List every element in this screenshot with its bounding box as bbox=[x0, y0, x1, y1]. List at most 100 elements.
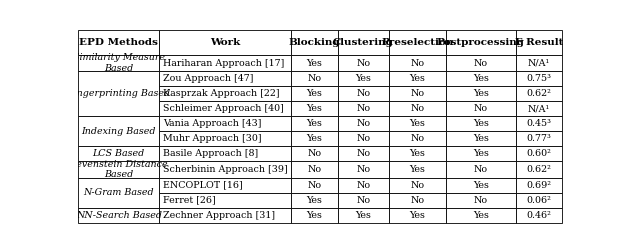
Bar bbox=[338, 208, 389, 222]
Text: N-Gram Based: N-Gram Based bbox=[84, 188, 154, 197]
Bar bbox=[446, 146, 516, 161]
Text: No: No bbox=[410, 104, 424, 113]
Text: No: No bbox=[410, 89, 424, 98]
Text: Yes: Yes bbox=[409, 210, 425, 220]
Bar bbox=[78, 161, 159, 178]
Bar bbox=[159, 161, 291, 178]
Bar bbox=[389, 208, 446, 222]
Bar bbox=[516, 86, 562, 101]
Text: 0.69²: 0.69² bbox=[527, 180, 552, 190]
Text: No: No bbox=[410, 196, 424, 204]
Text: Yes: Yes bbox=[356, 74, 371, 83]
Text: No: No bbox=[356, 89, 371, 98]
Text: Work: Work bbox=[210, 38, 241, 47]
Bar bbox=[516, 55, 562, 71]
Text: Indexing Based: Indexing Based bbox=[81, 127, 156, 136]
Bar bbox=[159, 55, 291, 71]
Text: No: No bbox=[308, 180, 322, 190]
Bar bbox=[78, 55, 159, 71]
Text: No: No bbox=[308, 149, 322, 158]
Text: Yes: Yes bbox=[472, 89, 489, 98]
Text: Postprocessing: Postprocessing bbox=[437, 38, 524, 47]
Bar bbox=[159, 116, 291, 131]
Bar bbox=[159, 131, 291, 146]
Text: 0.62²: 0.62² bbox=[527, 89, 552, 98]
Bar bbox=[338, 178, 389, 192]
Bar bbox=[78, 146, 159, 161]
Text: Yes: Yes bbox=[307, 104, 322, 113]
Text: 0.60²: 0.60² bbox=[527, 149, 552, 158]
Text: Levenstein Distance
Based: Levenstein Distance Based bbox=[70, 160, 168, 179]
Text: No: No bbox=[308, 165, 322, 174]
Bar bbox=[159, 71, 291, 86]
Bar bbox=[389, 55, 446, 71]
Text: Yes: Yes bbox=[307, 196, 322, 204]
Bar bbox=[291, 131, 338, 146]
Text: Yes: Yes bbox=[472, 149, 489, 158]
Bar bbox=[338, 192, 389, 208]
Bar bbox=[291, 86, 338, 101]
Text: Yes: Yes bbox=[307, 59, 322, 68]
Bar bbox=[338, 146, 389, 161]
Text: Fingerprinting Based: Fingerprinting Based bbox=[68, 89, 171, 98]
Bar bbox=[338, 101, 389, 116]
Text: Preselection: Preselection bbox=[381, 38, 453, 47]
Bar bbox=[291, 101, 338, 116]
Text: Zechner Approach [31]: Zechner Approach [31] bbox=[162, 210, 275, 220]
Bar bbox=[291, 161, 338, 178]
Bar bbox=[516, 101, 562, 116]
Bar bbox=[291, 178, 338, 192]
Text: Blocking: Blocking bbox=[289, 38, 340, 47]
Text: No: No bbox=[410, 134, 424, 143]
Bar bbox=[291, 146, 338, 161]
Bar bbox=[516, 30, 562, 55]
Bar bbox=[446, 116, 516, 131]
Bar bbox=[159, 178, 291, 192]
Text: LCS Based: LCS Based bbox=[92, 149, 145, 158]
Text: Yes: Yes bbox=[307, 119, 322, 128]
Text: ENCOPLOT [16]: ENCOPLOT [16] bbox=[162, 180, 242, 190]
Bar bbox=[291, 116, 338, 131]
Bar bbox=[159, 30, 291, 55]
Bar bbox=[446, 161, 516, 178]
Text: Yes: Yes bbox=[356, 210, 371, 220]
Bar bbox=[159, 101, 291, 116]
Text: 0.77³: 0.77³ bbox=[527, 134, 552, 143]
Text: Schleimer Approach [40]: Schleimer Approach [40] bbox=[162, 104, 284, 113]
Text: Similarity Measure
Based: Similarity Measure Based bbox=[72, 54, 165, 73]
Bar bbox=[446, 131, 516, 146]
Text: Yes: Yes bbox=[307, 210, 322, 220]
Text: 0.75³: 0.75³ bbox=[527, 74, 552, 83]
Bar bbox=[78, 208, 159, 222]
Bar bbox=[159, 208, 291, 222]
Bar bbox=[516, 192, 562, 208]
Bar bbox=[78, 178, 159, 208]
Text: No: No bbox=[356, 59, 371, 68]
Bar bbox=[78, 116, 159, 146]
Text: 0.45³: 0.45³ bbox=[527, 119, 552, 128]
Bar bbox=[338, 131, 389, 146]
Text: Yes: Yes bbox=[472, 210, 489, 220]
Text: Muhr Approach [30]: Muhr Approach [30] bbox=[162, 134, 261, 143]
Bar bbox=[446, 192, 516, 208]
Text: Yes: Yes bbox=[472, 134, 489, 143]
Text: Clustering: Clustering bbox=[333, 38, 394, 47]
Bar bbox=[338, 161, 389, 178]
Text: Yes: Yes bbox=[472, 180, 489, 190]
Bar bbox=[389, 71, 446, 86]
Text: N/A¹: N/A¹ bbox=[528, 104, 550, 113]
Bar bbox=[159, 86, 291, 101]
Text: Yes: Yes bbox=[409, 149, 425, 158]
Bar bbox=[389, 178, 446, 192]
Bar bbox=[78, 30, 159, 55]
Bar bbox=[389, 30, 446, 55]
Text: No: No bbox=[474, 196, 488, 204]
Bar bbox=[338, 55, 389, 71]
Bar bbox=[516, 178, 562, 192]
Text: No: No bbox=[474, 59, 488, 68]
Bar bbox=[291, 192, 338, 208]
Text: Ferret [26]: Ferret [26] bbox=[162, 196, 216, 204]
Bar bbox=[446, 178, 516, 192]
Text: Scherbinin Approach [39]: Scherbinin Approach [39] bbox=[162, 165, 288, 174]
Bar bbox=[446, 101, 516, 116]
